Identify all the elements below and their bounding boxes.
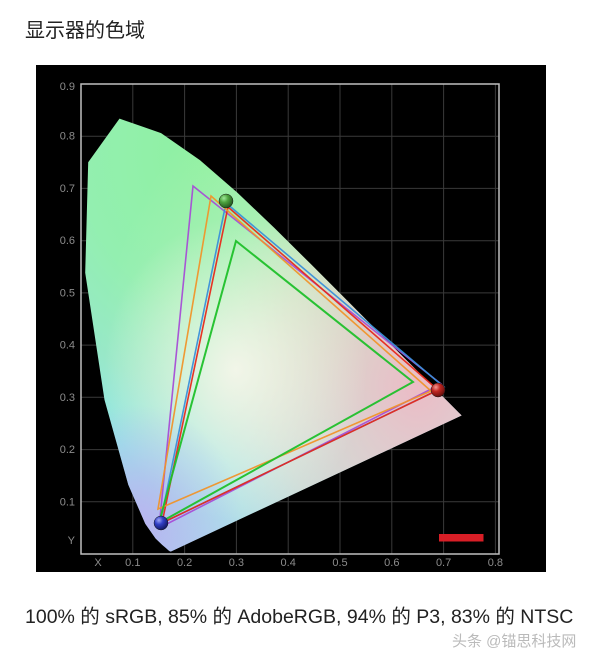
svg-text:0.1: 0.1	[60, 496, 75, 508]
svg-text:X: X	[94, 557, 102, 569]
svg-text:0.7: 0.7	[436, 557, 451, 569]
svg-text:0.6: 0.6	[60, 235, 75, 247]
svg-text:0.8: 0.8	[488, 557, 503, 569]
svg-text:0.2: 0.2	[177, 557, 192, 569]
svg-text:0.5: 0.5	[60, 287, 75, 299]
svg-text:0.3: 0.3	[60, 392, 75, 404]
svg-text:0.7: 0.7	[60, 183, 75, 195]
svg-text:0.1: 0.1	[125, 557, 140, 569]
svg-text:0.6: 0.6	[384, 557, 399, 569]
svg-text:0.3: 0.3	[229, 557, 244, 569]
svg-text:0.8: 0.8	[60, 131, 75, 143]
svg-text:0.4: 0.4	[60, 340, 75, 352]
svg-text:0.9: 0.9	[60, 81, 75, 93]
svg-text:0.4: 0.4	[281, 557, 296, 569]
svg-text:0.2: 0.2	[60, 444, 75, 456]
svg-text:0.5: 0.5	[332, 557, 347, 569]
svg-text:Y: Y	[68, 535, 76, 547]
